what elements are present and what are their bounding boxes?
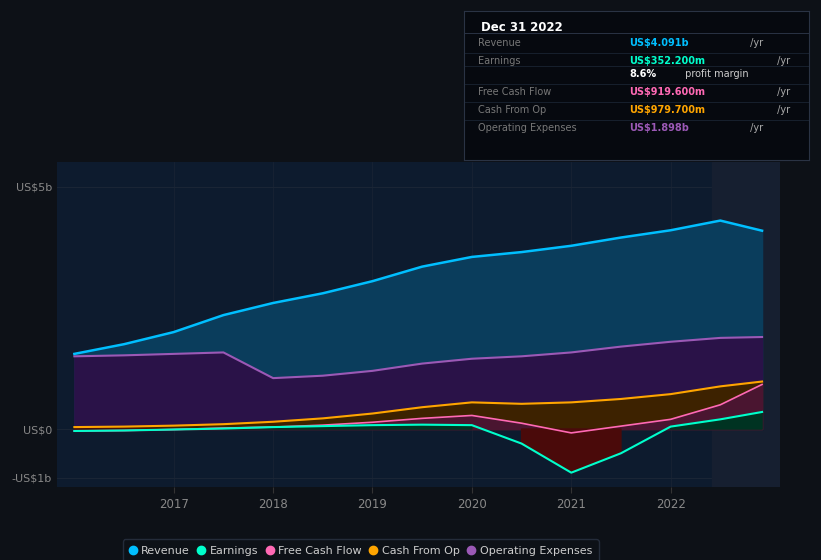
- Legend: Revenue, Earnings, Free Cash Flow, Cash From Op, Operating Expenses: Revenue, Earnings, Free Cash Flow, Cash …: [123, 539, 599, 560]
- Text: /yr: /yr: [773, 87, 790, 97]
- Text: Revenue: Revenue: [478, 38, 521, 48]
- Text: Earnings: Earnings: [478, 56, 521, 66]
- Text: profit margin: profit margin: [681, 69, 749, 80]
- Text: /yr: /yr: [747, 123, 764, 133]
- Text: US$979.700m: US$979.700m: [630, 105, 705, 115]
- Text: /yr: /yr: [773, 56, 790, 66]
- Text: Dec 31 2022: Dec 31 2022: [481, 21, 563, 34]
- Bar: [713, 162, 780, 487]
- Text: US$352.200m: US$352.200m: [630, 56, 705, 66]
- Text: Operating Expenses: Operating Expenses: [478, 123, 576, 133]
- Text: US$1.898b: US$1.898b: [630, 123, 690, 133]
- Text: /yr: /yr: [747, 38, 764, 48]
- Text: /yr: /yr: [773, 105, 790, 115]
- Text: Cash From Op: Cash From Op: [478, 105, 546, 115]
- Text: US$919.600m: US$919.600m: [630, 87, 705, 97]
- Text: 8.6%: 8.6%: [630, 69, 657, 80]
- Text: Free Cash Flow: Free Cash Flow: [478, 87, 551, 97]
- Text: US$4.091b: US$4.091b: [630, 38, 689, 48]
